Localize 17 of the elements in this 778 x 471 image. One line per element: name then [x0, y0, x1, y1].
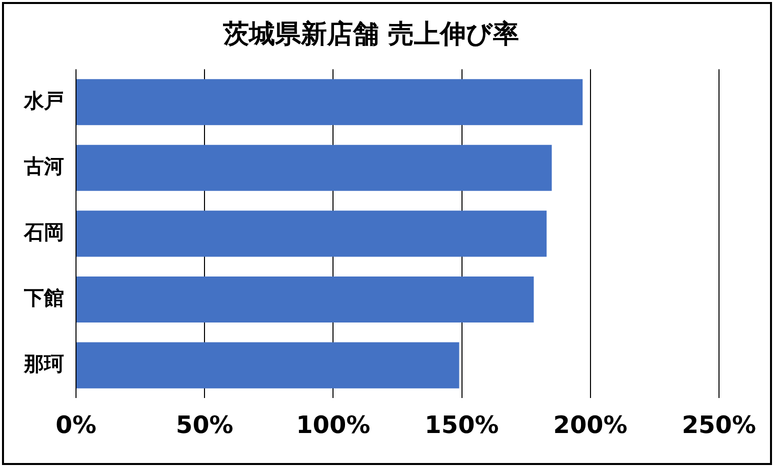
bar — [76, 276, 534, 323]
bar — [76, 144, 552, 191]
x-tick-label: 250% — [682, 410, 756, 439]
x-tick-label: 100% — [296, 410, 370, 439]
x-tick-label: 50% — [176, 410, 234, 439]
bar — [76, 210, 547, 257]
y-tick-label: 古河 — [23, 154, 64, 178]
chart-title: 茨城県新店舗 売上伸び率 — [222, 19, 520, 50]
bar — [76, 342, 460, 388]
y-tick-label: 水戸 — [23, 88, 64, 112]
y-tick-label: 下館 — [23, 286, 64, 310]
y-tick-label: 石岡 — [23, 220, 64, 244]
x-tick-label: 150% — [424, 410, 499, 439]
y-tick-label: 那珂 — [23, 352, 64, 376]
x-tick-label: 0% — [56, 410, 96, 439]
x-tick-label: 200% — [553, 410, 628, 439]
bar — [76, 79, 583, 126]
